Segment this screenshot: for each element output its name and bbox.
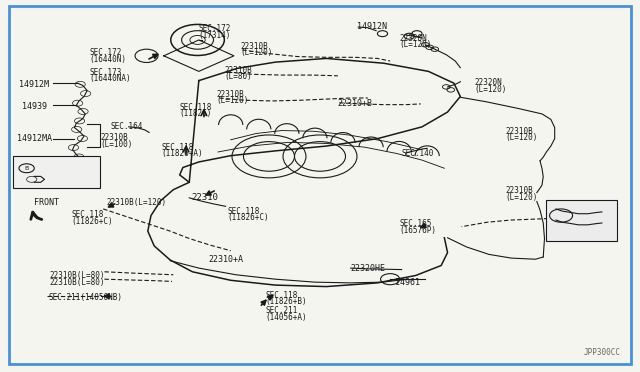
Text: JPP300CC: JPP300CC <box>584 348 621 357</box>
Text: (L=80): (L=80) <box>225 73 252 81</box>
Text: 22310B: 22310B <box>505 127 532 136</box>
Text: (17314): (17314) <box>199 31 231 40</box>
Text: 22365: 22365 <box>35 179 60 187</box>
Text: 22310B: 22310B <box>240 42 268 51</box>
Text: 22310B(L=80): 22310B(L=80) <box>49 278 104 288</box>
Text: 14912N: 14912N <box>357 22 387 32</box>
Text: SEC.118: SEC.118 <box>71 210 104 219</box>
Text: SEC.118: SEC.118 <box>162 143 194 152</box>
Text: SEC.172: SEC.172 <box>89 48 122 57</box>
Text: 14912M: 14912M <box>19 80 49 89</box>
Text: (L=100): (L=100) <box>100 140 132 149</box>
Text: (16440N): (16440N) <box>89 55 126 64</box>
Text: SEC.172: SEC.172 <box>199 24 231 33</box>
Text: (16576P): (16576P) <box>400 226 436 235</box>
Text: 14912MA: 14912MA <box>17 134 52 143</box>
Text: (11826): (11826) <box>180 109 212 118</box>
Text: SEC.140: SEC.140 <box>402 149 434 158</box>
Text: 22310+A: 22310+A <box>209 256 243 264</box>
Text: 22320N: 22320N <box>400 33 428 42</box>
FancyBboxPatch shape <box>547 200 617 241</box>
Text: 14961: 14961 <box>396 278 420 288</box>
Text: (11826+C): (11826+C) <box>228 213 269 222</box>
Text: (L=120): (L=120) <box>474 84 507 94</box>
Text: B: B <box>24 166 29 171</box>
Text: SEC.211: SEC.211 <box>266 307 298 315</box>
Text: 08363-6202D: 08363-6202D <box>47 165 98 174</box>
Text: SEC.118: SEC.118 <box>266 291 298 299</box>
Text: (L=120): (L=120) <box>400 40 432 49</box>
Text: SEC.211(14056NB): SEC.211(14056NB) <box>49 293 123 302</box>
Text: 22310: 22310 <box>191 193 218 202</box>
FancyBboxPatch shape <box>13 156 100 188</box>
Text: SEC.118: SEC.118 <box>228 206 260 216</box>
Text: 14939: 14939 <box>22 102 47 111</box>
Text: (L=120): (L=120) <box>240 48 273 57</box>
Text: SEC.165: SEC.165 <box>400 219 432 228</box>
Text: SEC.118: SEC.118 <box>180 103 212 112</box>
Text: (2): (2) <box>57 171 71 180</box>
Text: (14056+A): (14056+A) <box>266 313 307 322</box>
Text: 22310+B: 22310+B <box>338 99 373 108</box>
Text: (L=120): (L=120) <box>505 134 538 142</box>
Text: SEC.173: SEC.173 <box>89 68 122 77</box>
Text: (11826+A): (11826+A) <box>162 149 204 158</box>
Text: (11826+C): (11826+C) <box>71 217 113 226</box>
Text: 22310B: 22310B <box>225 66 252 75</box>
Text: 22310B(L=120): 22310B(L=120) <box>106 198 166 207</box>
Text: 22320N: 22320N <box>474 78 502 87</box>
Text: 22310B: 22310B <box>100 134 128 142</box>
Text: SEC.164: SEC.164 <box>111 122 143 131</box>
Text: 22310B: 22310B <box>505 186 532 195</box>
Text: FRONT: FRONT <box>35 198 60 207</box>
Text: (L=120): (L=120) <box>505 193 538 202</box>
Text: 22310B(L=80): 22310B(L=80) <box>49 271 104 280</box>
Text: (L=120): (L=120) <box>217 96 249 105</box>
Text: (11826+B): (11826+B) <box>266 297 307 306</box>
Text: (16440NA): (16440NA) <box>89 74 131 83</box>
Text: 22320HE: 22320HE <box>351 264 386 273</box>
Text: 22310B: 22310B <box>217 90 244 99</box>
